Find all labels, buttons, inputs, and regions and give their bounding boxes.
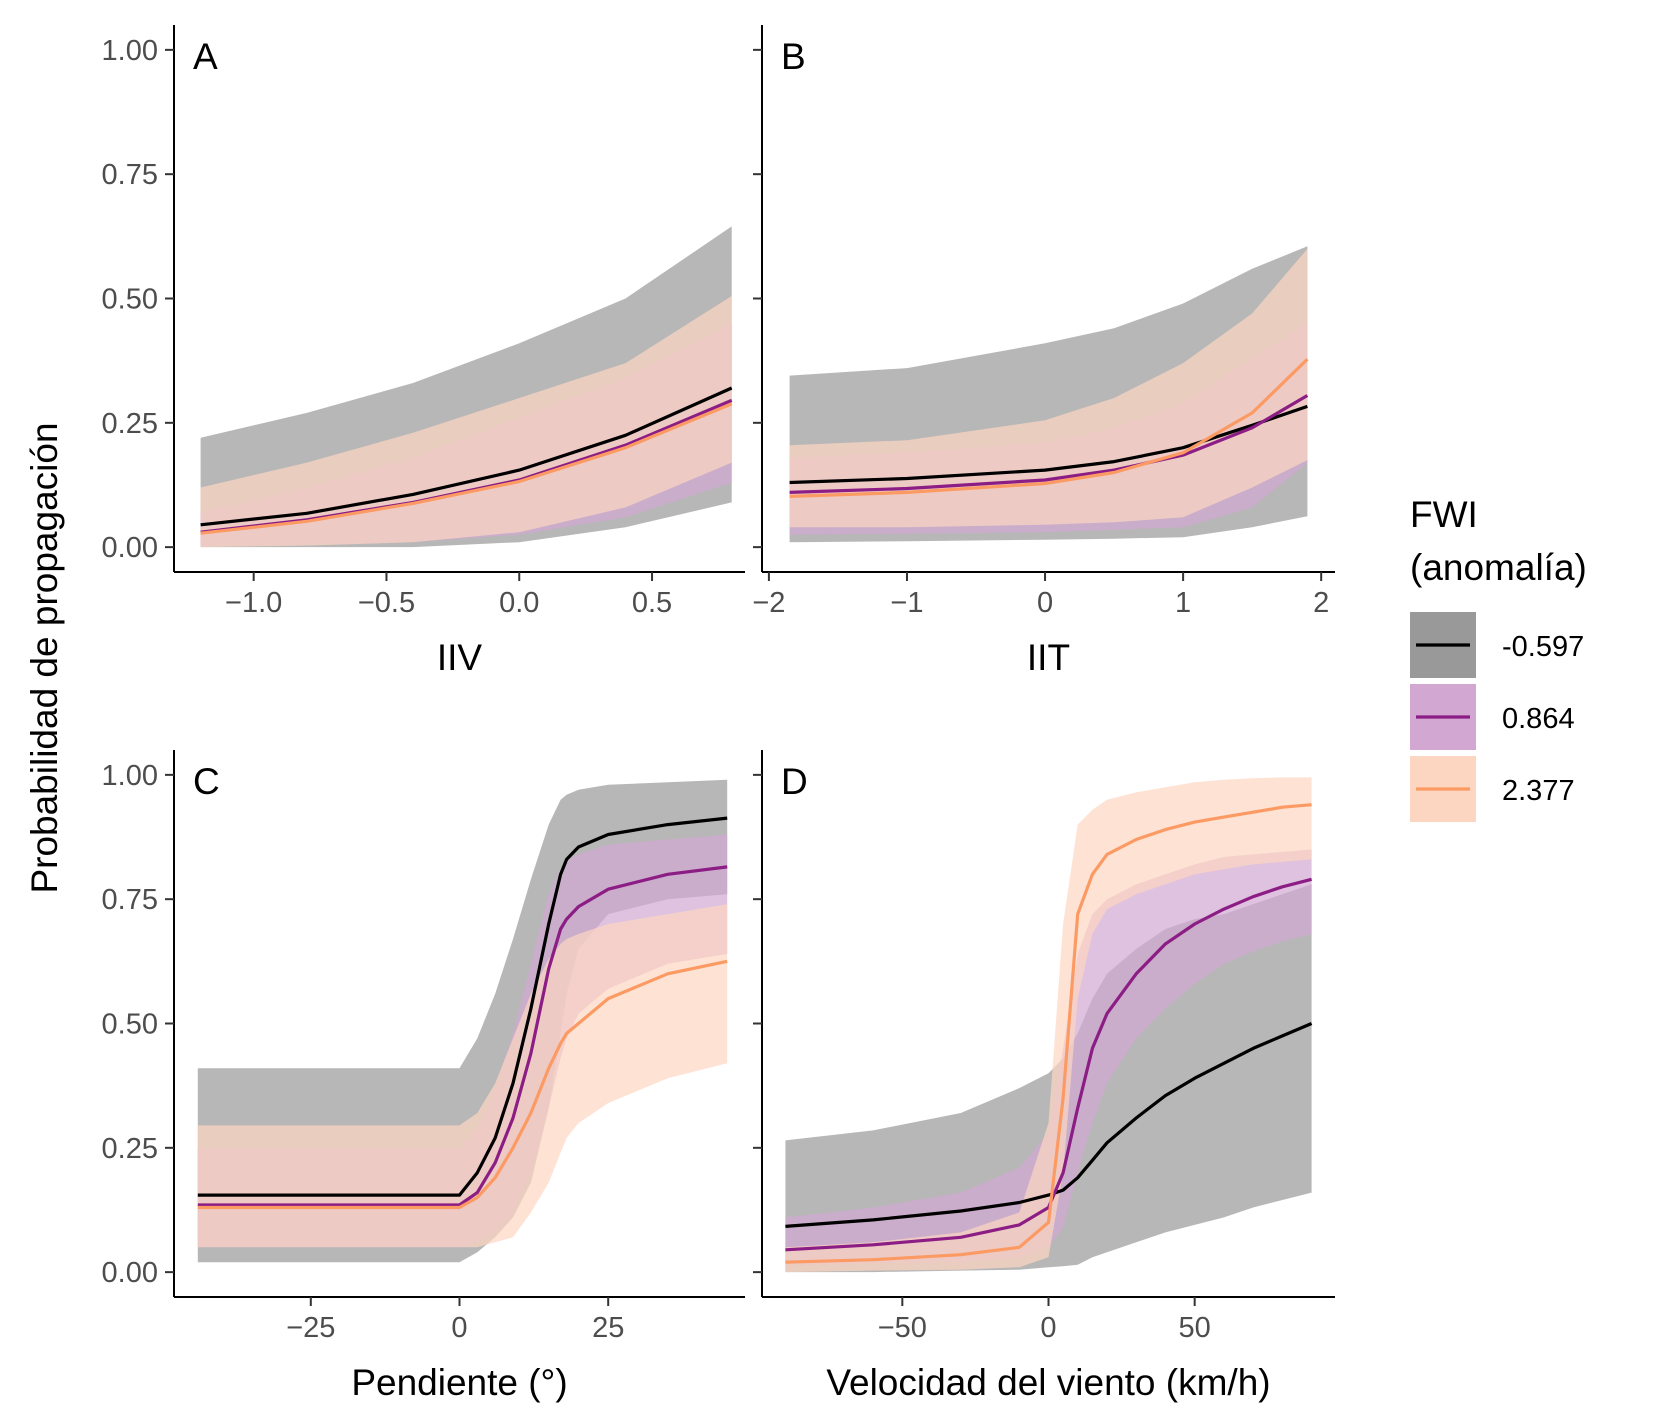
plot-area	[197, 779, 728, 1263]
panel-tag: D	[781, 761, 808, 802]
series-line-0.864	[789, 394, 1309, 494]
x-tick-label: −2	[752, 587, 785, 619]
plot-area	[200, 226, 733, 548]
legend-label: -0.597	[1502, 631, 1584, 663]
x-tick-label: −1.0	[225, 587, 282, 619]
series-line-2.377	[197, 959, 728, 1210]
y-tick-label: 0.75	[102, 884, 158, 916]
x-axis-title: Pendiente (°)	[351, 1362, 567, 1403]
series-line--0.597	[197, 816, 728, 1197]
y-tick-label: 1.00	[102, 35, 158, 67]
legend-label: 0.864	[1502, 703, 1575, 735]
x-tick-label: 25	[592, 1312, 624, 1344]
plot-area	[789, 246, 1309, 543]
series-line-0.864	[197, 865, 728, 1207]
panel-b: −2 −1 0 1 2 IIT B	[752, 25, 1335, 678]
legend-title-line1: FWI	[1410, 494, 1478, 535]
series-line--0.597	[200, 386, 733, 527]
y-tick-label: 0.00	[102, 1257, 158, 1289]
confidence-band-2.377	[197, 904, 728, 1248]
x-tick-label: −25	[286, 1312, 335, 1344]
confidence-band-0.864	[785, 849, 1312, 1265]
x-tick-label: 0.5	[632, 587, 672, 619]
y-tick-label: 0.50	[102, 1009, 158, 1041]
series-line--0.597	[785, 1022, 1313, 1228]
x-tick-label: 0	[1040, 1312, 1056, 1344]
y-tick-label: 0.25	[102, 408, 158, 440]
panel-c: 0.00 0.25 0.50 0.75 1.00 −25 0 25 Pendiente (°) C	[102, 750, 745, 1403]
legend-title-line2: (anomalía)	[1410, 547, 1587, 588]
confidence-band-2.377	[200, 296, 732, 548]
series-line-2.377	[785, 803, 1312, 1264]
panel-a: 0.00 0.25 0.50 0.75 1.00 −1.0 −0.5 0.0 0.5 IIV A	[102, 25, 745, 678]
x-tick-label: 0.0	[499, 587, 539, 619]
y-tick-label: 0.25	[102, 1133, 158, 1165]
x-axis-title: Velocidad del viento (km/h)	[826, 1362, 1270, 1403]
confidence-band-2.377	[785, 777, 1312, 1273]
series-line--0.597	[789, 404, 1308, 485]
x-tick-label: 50	[1179, 1312, 1211, 1344]
panel-tag: C	[193, 761, 220, 802]
legend: FWI (anomalía) -0.597 0.864 2.377	[1410, 494, 1587, 822]
legend-keys: -0.597 0.864 2.377	[1410, 612, 1584, 822]
x-tick-label: −1	[890, 587, 923, 619]
x-tick-label: 2	[1313, 587, 1329, 619]
x-axis-title: IIT	[1027, 637, 1070, 678]
x-tick-label: −0.5	[358, 587, 415, 619]
x-tick-label: 0	[451, 1312, 467, 1344]
legend-item: 0.864	[1410, 684, 1575, 750]
legend-item: 2.377	[1410, 756, 1575, 822]
series-line-2.377	[200, 402, 733, 535]
panel-d: −50 0 50 Velocidad del viento (km/h) D	[753, 750, 1335, 1403]
y-tick-label: 1.00	[102, 760, 158, 792]
legend-label: 2.377	[1502, 775, 1575, 807]
x-tick-label: 0	[1037, 587, 1053, 619]
panel-tag: A	[193, 36, 218, 77]
y-tick-label: 0.75	[102, 159, 158, 191]
x-tick-label: −50	[878, 1312, 927, 1344]
y-tick-label: 0.00	[102, 532, 158, 564]
x-axis-title: IIV	[437, 637, 483, 678]
panels: 0.00 0.25 0.50 0.75 1.00 −1.0 −0.5 0.0 0.5 IIV A −2…	[102, 25, 1335, 1403]
panel-tag: B	[781, 36, 806, 77]
y-axis-title: Probabilidad de propagación	[24, 422, 65, 893]
y-tick-label: 0.50	[102, 284, 158, 316]
plot-area	[785, 777, 1313, 1273]
x-tick-label: 1	[1175, 587, 1191, 619]
series-line-2.377	[789, 358, 1309, 498]
series-line-0.864	[785, 877, 1312, 1252]
legend-item: -0.597	[1410, 612, 1584, 678]
